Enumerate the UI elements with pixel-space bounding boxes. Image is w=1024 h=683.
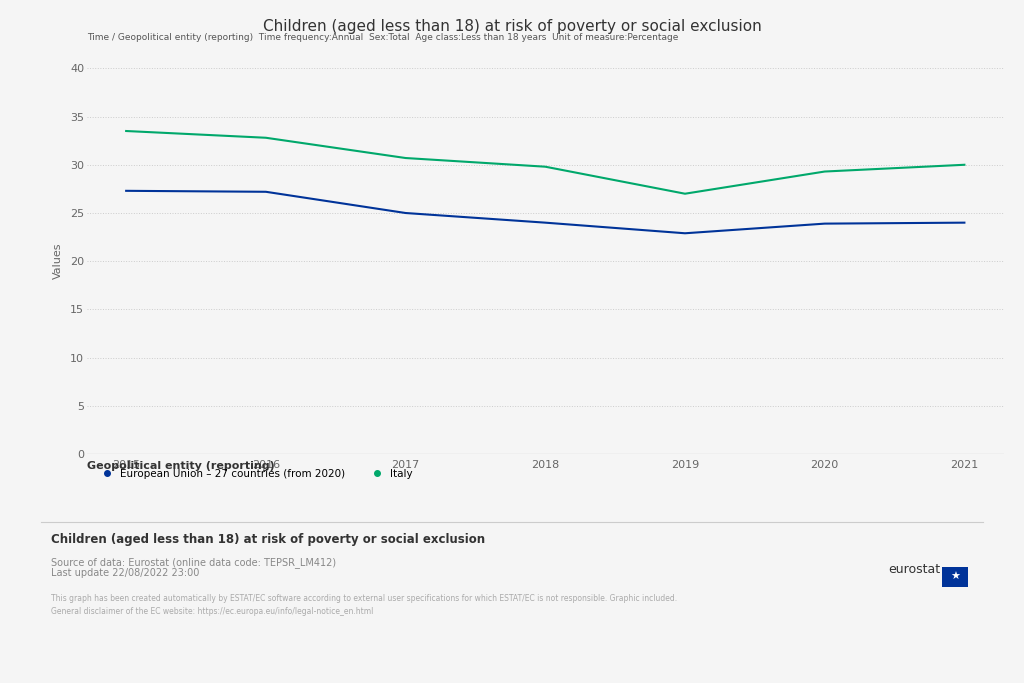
Text: Time / Geopolitical entity (reporting)  Time frequency:Annual  Sex:Total  Age cl: Time / Geopolitical entity (reporting) T…: [87, 33, 679, 42]
Y-axis label: Values: Values: [53, 243, 63, 279]
Text: This graph has been created automatically by ESTAT/EC software according to exte: This graph has been created automaticall…: [51, 594, 677, 603]
Text: Geopolitical entity (reporting): Geopolitical entity (reporting): [87, 461, 274, 471]
Legend: European Union – 27 countries (from 2020), Italy: European Union – 27 countries (from 2020…: [92, 465, 417, 483]
Text: General disclaimer of the EC website: https://ec.europa.eu/info/legal-notice_en.: General disclaimer of the EC website: ht…: [51, 607, 374, 615]
Text: Source of data: Eurostat (online data code: TEPSR_LM412): Source of data: Eurostat (online data co…: [51, 557, 336, 568]
Text: Children (aged less than 18) at risk of poverty or social exclusion: Children (aged less than 18) at risk of …: [51, 533, 485, 546]
Text: ★: ★: [950, 572, 959, 582]
Text: Children (aged less than 18) at risk of poverty or social exclusion: Children (aged less than 18) at risk of …: [262, 19, 762, 34]
Text: eurostat: eurostat: [888, 563, 940, 576]
Text: Last update 22/08/2022 23:00: Last update 22/08/2022 23:00: [51, 568, 200, 579]
